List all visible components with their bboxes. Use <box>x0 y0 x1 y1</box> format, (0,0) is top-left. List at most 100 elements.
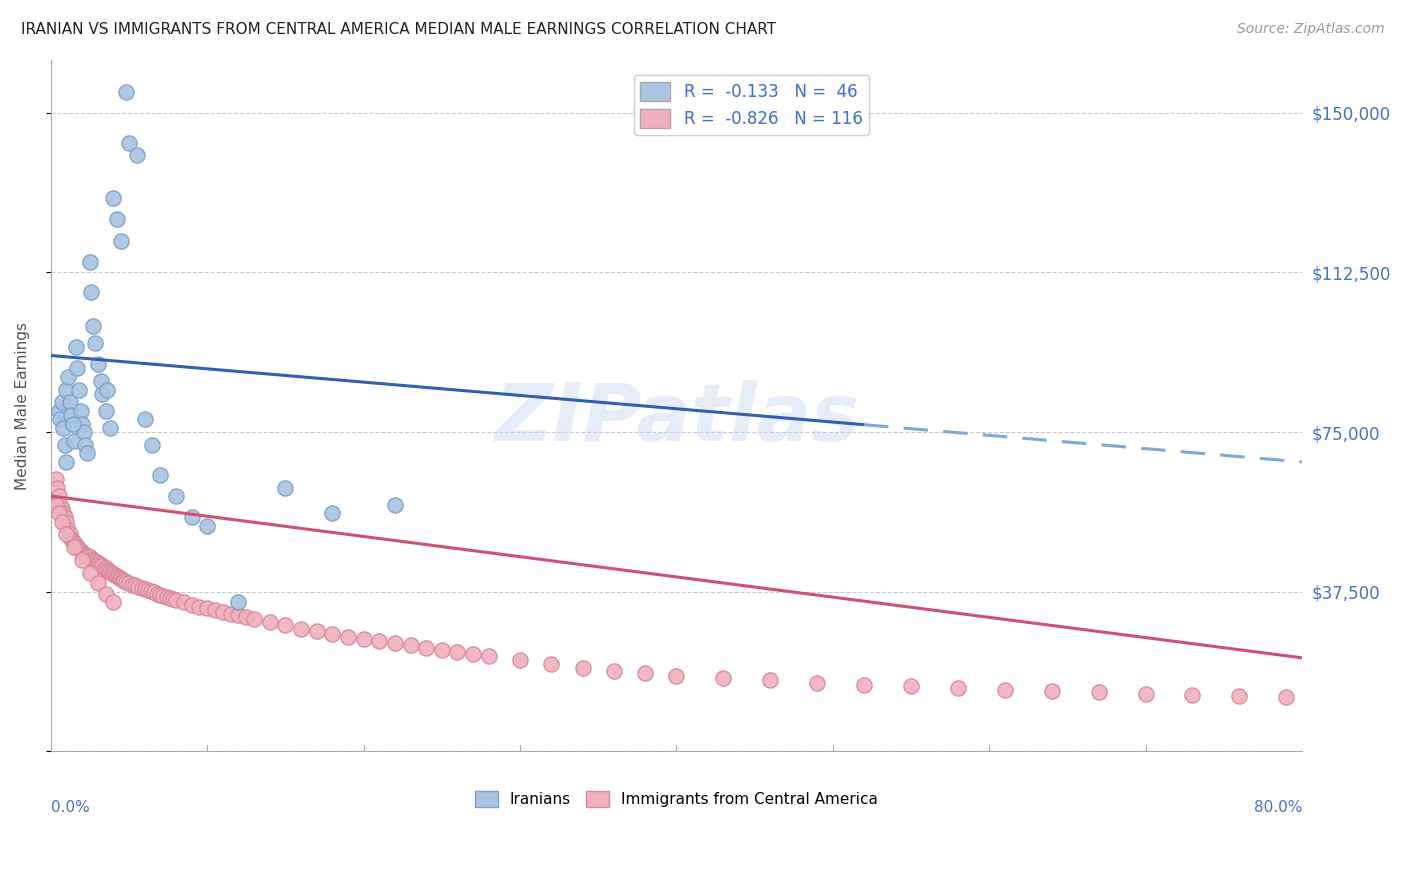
Point <box>55 515 77 529</box>
Point <box>384 636 406 650</box>
Point <box>162 592 184 607</box>
Point <box>274 618 297 632</box>
Point <box>152 589 174 603</box>
Point <box>66 361 89 376</box>
Point <box>478 649 501 664</box>
Point <box>121 577 143 591</box>
Point <box>274 481 297 495</box>
Point <box>83 335 105 350</box>
Point <box>53 510 76 524</box>
Point <box>259 615 281 629</box>
Point <box>59 395 82 409</box>
Point <box>131 581 153 595</box>
Point <box>59 527 82 541</box>
Point <box>146 586 169 600</box>
Point <box>62 533 84 548</box>
Point <box>173 595 195 609</box>
Point <box>853 678 876 692</box>
Point <box>994 682 1017 697</box>
Point <box>665 669 688 683</box>
Point <box>65 340 87 354</box>
Point <box>219 607 242 621</box>
Point <box>1135 687 1157 701</box>
Point <box>94 561 117 575</box>
Point <box>204 603 226 617</box>
Point <box>55 455 77 469</box>
Point <box>108 571 131 585</box>
Point <box>124 578 146 592</box>
Point <box>105 568 128 582</box>
Point <box>75 548 97 562</box>
Point <box>60 532 83 546</box>
Point <box>66 540 89 554</box>
Point <box>76 446 98 460</box>
Point <box>82 318 104 333</box>
Point <box>321 506 343 520</box>
Point <box>60 408 83 422</box>
Point <box>67 383 90 397</box>
Point <box>118 576 141 591</box>
Point <box>118 136 141 150</box>
Point <box>188 599 211 614</box>
Point <box>112 574 135 589</box>
Point <box>430 642 453 657</box>
Point <box>69 404 91 418</box>
Point <box>90 374 112 388</box>
Point <box>228 595 250 609</box>
Point <box>103 595 125 609</box>
Point <box>540 657 562 671</box>
Text: 80.0%: 80.0% <box>1254 800 1302 815</box>
Point <box>73 425 96 439</box>
Point <box>149 467 172 482</box>
Point <box>1181 688 1204 702</box>
Point <box>70 417 93 431</box>
Point <box>48 489 70 503</box>
Point <box>115 85 138 99</box>
Text: ZIPatlas: ZIPatlas <box>494 380 859 458</box>
Point <box>149 588 172 602</box>
Point <box>353 632 375 646</box>
Point <box>125 148 148 162</box>
Point <box>90 558 112 573</box>
Point <box>73 547 96 561</box>
Point <box>143 585 166 599</box>
Point <box>243 612 266 626</box>
Point <box>48 404 70 418</box>
Point <box>79 550 101 565</box>
Point <box>139 584 162 599</box>
Point <box>368 634 391 648</box>
Point <box>195 601 218 615</box>
Point <box>49 498 72 512</box>
Point <box>83 554 105 568</box>
Text: IRANIAN VS IMMIGRANTS FROM CENTRAL AMERICA MEDIAN MALE EARNINGS CORRELATION CHAR: IRANIAN VS IMMIGRANTS FROM CENTRAL AMERI… <box>21 22 776 37</box>
Point <box>84 555 107 569</box>
Point <box>509 653 531 667</box>
Point <box>759 673 782 688</box>
Point <box>107 570 129 584</box>
Point <box>159 591 181 606</box>
Point <box>91 559 114 574</box>
Point <box>76 549 98 563</box>
Point <box>115 574 138 589</box>
Point <box>235 610 257 624</box>
Point <box>900 679 922 693</box>
Point <box>1040 684 1063 698</box>
Point <box>111 573 134 587</box>
Point <box>44 472 66 486</box>
Point <box>98 565 121 579</box>
Point <box>70 545 93 559</box>
Point <box>134 582 156 596</box>
Point <box>63 540 86 554</box>
Point <box>103 566 125 581</box>
Point <box>46 481 69 495</box>
Point <box>63 536 86 550</box>
Point <box>53 438 76 452</box>
Point <box>461 647 484 661</box>
Point <box>52 421 75 435</box>
Point <box>1275 690 1298 704</box>
Point <box>80 285 103 299</box>
Point <box>571 660 593 674</box>
Point <box>136 583 159 598</box>
Point <box>195 518 218 533</box>
Point <box>290 622 312 636</box>
